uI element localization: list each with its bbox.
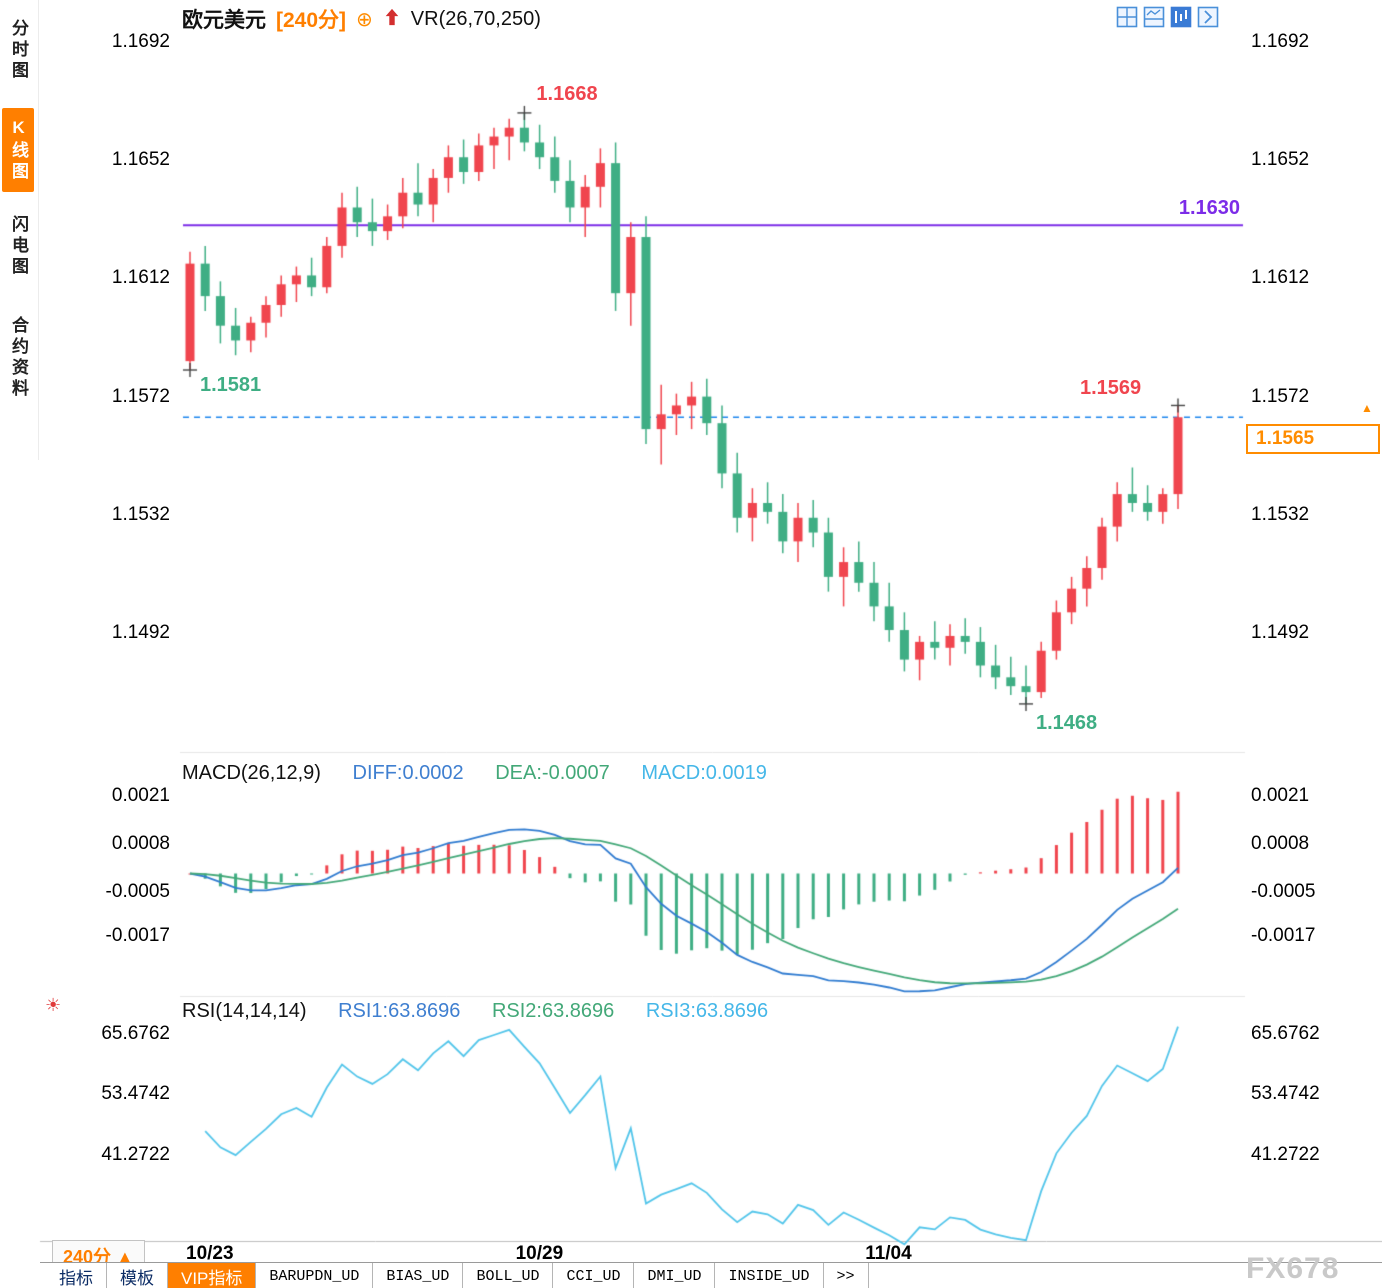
macd-title: MACD(26,12,9): [182, 762, 321, 784]
indicator-tab-bar: 指标 模板 VIP指标 BARUPDN_UD BIAS_UD BOLL_UD CCI_UD D…: [40, 1262, 1382, 1288]
layout-icon-group: [1116, 6, 1219, 28]
support-line-label: 1.1630: [1178, 197, 1240, 220]
price-annotation: 1.1668: [536, 82, 598, 105]
rsi-axis-tick-right: 41.2722: [1251, 1143, 1320, 1165]
price-axis-tick-left: 1.1572: [111, 385, 170, 407]
macd-axis-tick-left: -0.0005: [105, 880, 170, 902]
macd-axis-tick-right: -0.0017: [1251, 925, 1316, 947]
layout-kline-icon[interactable]: [1170, 6, 1192, 28]
add-indicator-icon[interactable]: ⊕: [356, 7, 373, 31]
rsi-axis-tick-left: 53.4742: [101, 1083, 170, 1105]
x-axis-date-label: 11/04: [865, 1243, 912, 1264]
indicator-tab-7[interactable]: CCI_UD: [553, 1263, 635, 1288]
indicator-tab-4[interactable]: BARUPDN_UD: [256, 1263, 374, 1288]
macd-axis-tick-left: 0.0008: [111, 832, 170, 854]
price-axis-tick-left: 1.1652: [111, 149, 170, 171]
vr-indicator-label: VR(26,70,250): [410, 7, 541, 30]
left-sidebar: 分时图 K线图闪电图合约资料: [0, 0, 39, 460]
rsi-axis-tick-right: 65.6762: [1251, 1023, 1320, 1044]
layout-grid-icon[interactable]: [1116, 6, 1138, 28]
rsi-axis-tick-left: 41.2722: [101, 1143, 170, 1165]
rsi-header: RSI(14,14,14) RSI1:63.8696 RSI2:63.8696 …: [182, 1000, 768, 1023]
indicator-sun-icon[interactable]: ☀: [45, 995, 62, 1016]
rsi2-value: RSI2:63.8696: [491, 1000, 615, 1022]
macd-dea-value: DEA:-0.0007: [495, 762, 610, 784]
layout-next-icon[interactable]: [1197, 6, 1219, 28]
period-label[interactable]: [240分]: [276, 9, 347, 32]
indicator-tab-5[interactable]: BIAS_UD: [373, 1263, 464, 1288]
price-axis-tick-left: 1.1532: [111, 503, 170, 525]
rsi-title: RSI(14,14,14): [182, 1000, 307, 1022]
indicator-tab-10[interactable]: >>: [824, 1263, 869, 1288]
indicator-tab-8[interactable]: DMI_UD: [634, 1263, 716, 1288]
current-price-value: 1.1565: [1256, 428, 1315, 450]
price-annotation: 1.1581: [200, 374, 262, 396]
macd-header: MACD(26,12,9) DIFF:0.0002 DEA:-0.0007 MA…: [182, 762, 767, 785]
macd-axis-tick-right: -0.0005: [1251, 880, 1316, 902]
symbol-title: 欧元美元: [182, 9, 266, 32]
indicator-tab-9[interactable]: INSIDE_UD: [715, 1263, 824, 1288]
macd-hist-value: MACD:0.0019: [641, 762, 767, 784]
price-arrow-icon: ▲: [1361, 401, 1373, 416]
sidebar-tab-1[interactable]: 分时图: [9, 18, 28, 82]
price-annotation: 1.1569: [1080, 377, 1142, 400]
sidebar-tab-4[interactable]: 合约资料: [9, 316, 28, 400]
x-axis-date-label: 10/29: [515, 1243, 564, 1264]
price-axis-tick-left: 1.1612: [111, 267, 170, 289]
layout-split-icon[interactable]: [1143, 6, 1165, 28]
macd-axis-tick-right: 0.0021: [1251, 784, 1310, 806]
chart-header: 欧元美元 [240分] ⊕ VR(26,70,250): [182, 4, 541, 34]
x-axis-date-label: 10/23: [186, 1243, 234, 1264]
sidebar-tab-2[interactable]: K线图: [2, 108, 34, 192]
sidebar-tab-3[interactable]: 闪电图: [9, 214, 28, 278]
price-axis-tick-left: 1.1492: [111, 622, 170, 643]
macd-axis-tick-left: 0.0021: [111, 784, 170, 806]
price-axis-tick-right: 1.1652: [1251, 149, 1310, 171]
up-arrow-icon: [383, 7, 401, 32]
indicator-tab-6[interactable]: BOLL_UD: [463, 1263, 554, 1288]
price-axis-tick-right: 1.1492: [1251, 622, 1310, 643]
rsi3-value: RSI3:63.8696: [645, 1000, 769, 1022]
rsi-axis-tick-left: 65.6762: [101, 1023, 170, 1044]
price-axis-tick-right: 1.1612: [1251, 267, 1310, 289]
price-axis-tick-left: 1.1692: [111, 31, 170, 52]
fx678-watermark: FX678: [1246, 1252, 1340, 1285]
price-axis-tick-right: 1.1532: [1251, 503, 1310, 525]
macd-axis-tick-left: -0.0017: [105, 925, 170, 947]
macd-diff-value: DIFF:0.0002: [352, 762, 464, 784]
price-axis-tick-right: 1.1692: [1251, 31, 1310, 52]
rsi1-value: RSI1:63.8696: [338, 1000, 461, 1022]
indicator-tab-3[interactable]: VIP指标: [168, 1263, 257, 1288]
price-axis-tick-right: 1.1572: [1251, 385, 1310, 407]
current-price-box: 1.1565: [1246, 424, 1380, 455]
price-annotation: 1.1468: [1036, 711, 1098, 734]
rsi-axis-tick-right: 53.4742: [1251, 1083, 1320, 1105]
macd-axis-tick-right: 0.0008: [1251, 832, 1310, 854]
indicator-tab-2[interactable]: 模板: [107, 1263, 168, 1288]
indicator-tab-1[interactable]: 指标: [46, 1263, 107, 1288]
